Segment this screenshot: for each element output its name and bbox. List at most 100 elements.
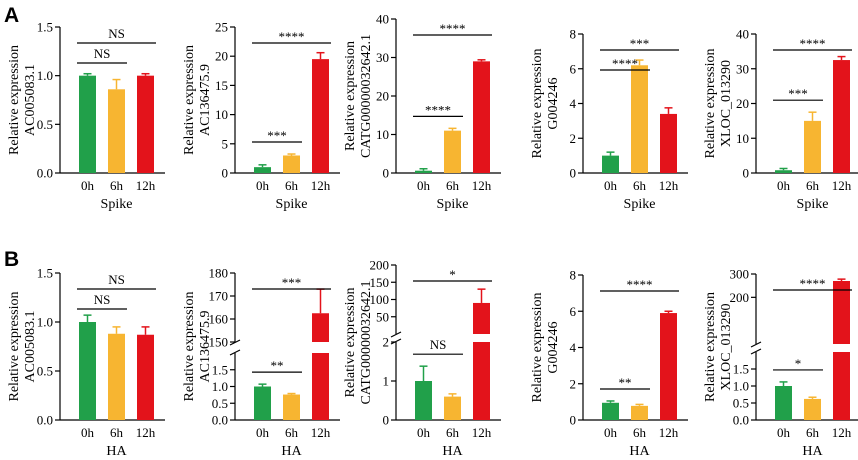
- x-tick-label: 6h: [806, 425, 820, 440]
- x-axis-label: Spike: [797, 197, 829, 212]
- y-tick-label: 0: [383, 413, 390, 428]
- bar: [312, 353, 329, 420]
- axis-break-mark: [229, 349, 241, 356]
- significance-label: *: [795, 356, 802, 371]
- x-tick-label: 0h: [777, 178, 791, 193]
- y-axis-label: Relative expression: [703, 292, 718, 402]
- bar: [283, 155, 300, 173]
- x-tick-label: 6h: [633, 425, 647, 440]
- y-tick-label: 0: [570, 166, 577, 181]
- x-tick-label: 12h: [472, 425, 492, 440]
- y-tick-label: 5: [222, 136, 229, 151]
- significance-label: NS: [108, 272, 125, 287]
- x-tick-label: 0h: [417, 178, 431, 193]
- y-tick-label: 150: [209, 335, 229, 350]
- bar: [473, 342, 490, 420]
- y-axis-label: CATG00000032642.1: [359, 280, 374, 404]
- significance-label: ****: [425, 102, 451, 117]
- y-tick-label: 10: [736, 131, 749, 146]
- axis-break-mark: [750, 341, 762, 348]
- bar: [137, 334, 154, 420]
- y-tick-label: 0.5: [37, 364, 53, 379]
- x-tick-label: 6h: [633, 178, 647, 193]
- y-tick-label: 180: [209, 266, 229, 281]
- bar: [631, 65, 648, 173]
- y-tick-label: 40: [376, 12, 389, 27]
- significance-label: ***: [267, 128, 287, 143]
- y-axis-label: Relative expression: [703, 48, 718, 158]
- y-axis-label: Relative expression: [7, 45, 22, 155]
- y-tick-label: 0.5: [733, 396, 749, 411]
- x-tick-label: 6h: [446, 178, 460, 193]
- significance-label: ***: [630, 36, 650, 51]
- y-tick-label: 200: [370, 258, 390, 273]
- significance-label: ****: [627, 277, 653, 292]
- significance-label: ****: [612, 56, 638, 71]
- bar: [444, 130, 461, 173]
- y-axis-label: G004246: [546, 321, 561, 373]
- bar: [602, 402, 619, 420]
- y-tick-label: 200: [730, 290, 750, 305]
- bar: [108, 89, 125, 173]
- y-axis-label: G004246: [546, 77, 561, 129]
- x-axis-label: HA: [442, 444, 463, 459]
- significance-label: *: [449, 267, 456, 282]
- panel-label: B: [4, 248, 19, 271]
- significance-label: NS: [94, 292, 111, 307]
- y-tick-label: 0.0: [733, 413, 749, 428]
- bar: [473, 302, 490, 334]
- y-tick-label: 1.5: [37, 266, 53, 281]
- y-axis-label: Relative expression: [530, 48, 545, 158]
- y-tick-label: 1.5: [212, 362, 228, 377]
- y-tick-label: 4: [570, 340, 577, 355]
- y-tick-label: 150: [370, 275, 390, 290]
- y-tick-label: 2: [570, 376, 577, 391]
- bar: [775, 170, 792, 173]
- y-axis-label: Relative expression: [182, 291, 197, 401]
- bar: [415, 381, 432, 420]
- y-tick-label: 0.0: [37, 166, 53, 181]
- bar: [602, 155, 619, 173]
- x-axis-label: HA: [106, 444, 127, 459]
- bar: [108, 333, 125, 420]
- bar: [660, 113, 677, 173]
- y-tick-label: 4: [570, 96, 577, 111]
- bar: [415, 170, 432, 173]
- y-axis-label: Relative expression: [343, 41, 358, 151]
- x-tick-label: 0h: [604, 178, 618, 193]
- bar: [254, 386, 271, 420]
- y-tick-label: 1.0: [212, 379, 228, 394]
- bar: [833, 352, 850, 420]
- y-tick-label: 30: [376, 50, 389, 65]
- x-tick-label: 12h: [472, 178, 492, 193]
- y-tick-label: 0.5: [212, 396, 228, 411]
- y-axis-label: Relative expression: [343, 287, 358, 397]
- y-tick-label: 1.0: [37, 315, 53, 330]
- bar: [312, 313, 329, 342]
- significance-label: ****: [279, 29, 305, 44]
- y-tick-label: 0: [222, 166, 229, 181]
- x-tick-label: 6h: [806, 178, 820, 193]
- x-tick-label: 12h: [832, 178, 852, 193]
- y-tick-label: 25: [215, 20, 228, 35]
- bar: [254, 167, 271, 173]
- bar: [473, 61, 490, 173]
- axis-break-mark: [390, 331, 402, 338]
- bar: [79, 75, 96, 173]
- x-axis-label: HA: [629, 444, 650, 459]
- significance-label: NS: [108, 26, 125, 41]
- x-tick-label: 0h: [81, 425, 95, 440]
- x-tick-label: 0h: [81, 178, 95, 193]
- y-tick-label: 30: [736, 61, 749, 76]
- x-axis-label: HA: [802, 444, 823, 459]
- bar: [833, 60, 850, 173]
- significance-label: NS: [94, 46, 111, 61]
- y-tick-label: 300: [730, 267, 750, 282]
- significance-label: ***: [788, 86, 808, 101]
- axis-break-mark: [750, 348, 762, 355]
- y-axis-label: AC005083.1: [23, 311, 38, 383]
- y-tick-label: 8: [570, 268, 577, 283]
- y-tick-label: 8: [570, 27, 577, 42]
- y-tick-label: 20: [376, 89, 389, 104]
